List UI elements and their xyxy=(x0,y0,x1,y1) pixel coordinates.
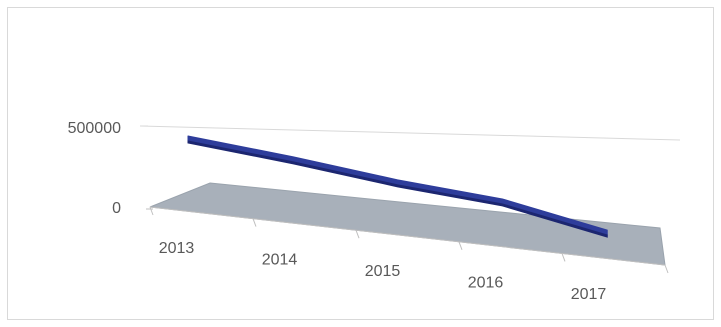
x-axis-tick xyxy=(355,230,360,239)
chart-frame xyxy=(7,7,714,320)
x-axis-tick xyxy=(252,218,257,227)
x-axis-tick xyxy=(561,253,566,262)
x-axis-tick xyxy=(664,264,669,274)
x-axis-tick xyxy=(149,206,154,216)
x-tick-label-2014: 2014 xyxy=(262,251,298,268)
x-tick-label-2013: 2013 xyxy=(159,240,195,257)
y-tick-label-0: 0 xyxy=(112,200,121,217)
x-tick-label-2017: 2017 xyxy=(571,286,607,303)
x-tick-label-2016: 2016 xyxy=(468,275,504,292)
gridline-500000 xyxy=(139,125,681,141)
x-axis-line xyxy=(149,206,666,266)
x-tick-label-2015: 2015 xyxy=(365,263,401,280)
x-axis-tick xyxy=(458,241,463,250)
series-ribbon-front xyxy=(187,140,608,238)
y-tick-label-500000: 500000 xyxy=(68,120,121,137)
x-axis-ticks xyxy=(149,206,669,274)
